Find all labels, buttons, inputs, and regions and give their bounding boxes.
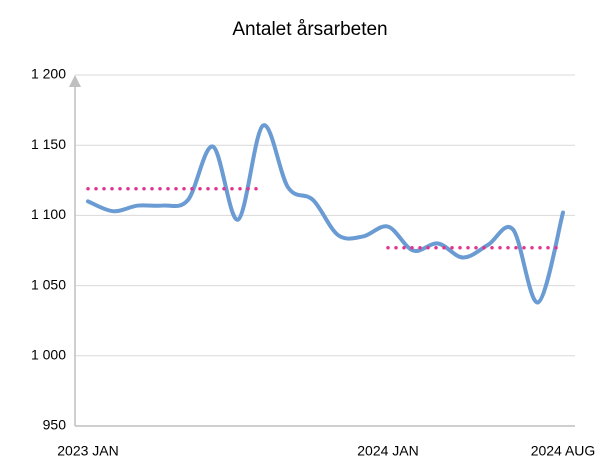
y-tick-label: 1 050 xyxy=(31,276,66,292)
y-tick-label: 950 xyxy=(43,417,67,433)
y-tick-label: 1 150 xyxy=(31,136,66,152)
x-tick-label: 2024 JAN xyxy=(357,443,418,459)
y-tick-label: 1 000 xyxy=(31,347,66,363)
y-tick-label: 1 100 xyxy=(31,206,66,222)
x-tick-label: 2023 JAN xyxy=(57,443,118,459)
chart-title: Antalet årsarbeten xyxy=(232,19,387,40)
y-axis-arrow xyxy=(69,75,81,87)
y-tick-label: 1 200 xyxy=(31,66,66,82)
x-tick-label: 2024 AUG xyxy=(531,443,596,459)
series-line xyxy=(86,123,565,305)
